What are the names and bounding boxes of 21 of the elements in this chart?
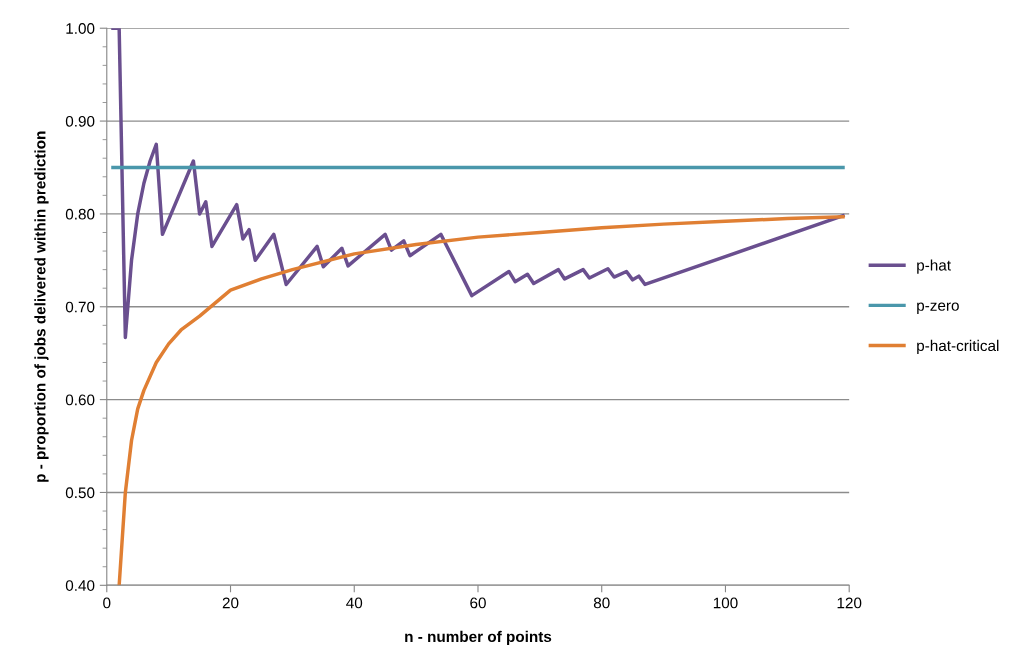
y-tick-label: 0.60: [65, 394, 95, 406]
y-tick-label: 0.70: [65, 301, 95, 313]
x-tick-label: 60: [470, 597, 486, 609]
legend-label: p-hat-critical: [917, 339, 999, 355]
line-series: [117, 214, 845, 586]
x-axis-title: n - number of points: [405, 630, 552, 646]
y-tick-label: 0.80: [65, 208, 95, 220]
legend-label: p-zero: [917, 302, 959, 314]
y-tick-label: 0.50: [65, 487, 95, 499]
y-axis-title: p - proportion of jobs delivered within prediction: [34, 131, 49, 482]
legend-label: p-hat: [917, 259, 951, 274]
line-series: [111, 28, 845, 340]
x-tick-label: 20: [222, 597, 239, 609]
x-tick-label: 120: [837, 597, 862, 609]
y-tick-label: 0.90: [65, 115, 95, 127]
x-tick-label: 0: [103, 597, 111, 609]
x-tick-label: 80: [593, 597, 610, 609]
x-tick-label: 100: [713, 597, 738, 609]
y-tick-label: 1.00: [66, 23, 95, 34]
y-tick-label: 0.40: [65, 580, 95, 591]
x-tick-label: 40: [346, 597, 363, 609]
